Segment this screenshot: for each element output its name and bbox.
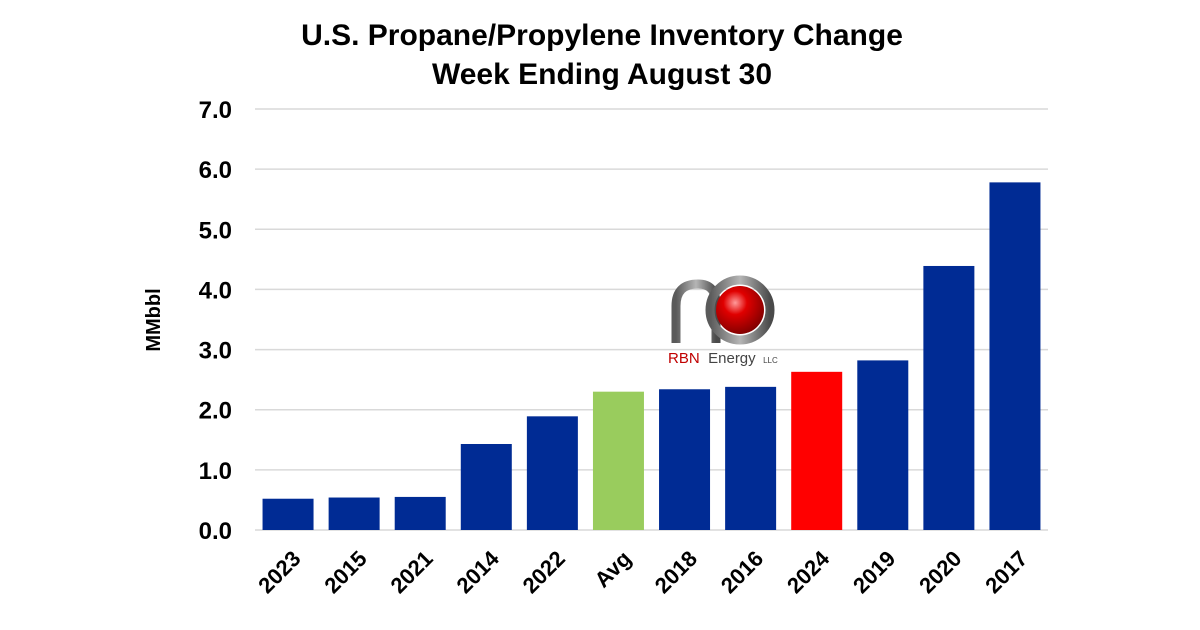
gridlines <box>255 108 1048 531</box>
y-tick-label: 6.0 <box>199 157 232 184</box>
chart-title: U.S. Propane/Propylene Inventory Change <box>301 19 903 52</box>
logo-wordmark: RBN Energy LLC <box>668 350 778 367</box>
y-tick-label: 7.0 <box>199 97 232 124</box>
rbn-energy-logo: RBN Energy LLC <box>668 248 778 367</box>
x-tick-label: 2016 <box>716 546 768 598</box>
logo-text-llc: LLC <box>763 356 778 365</box>
bar-2020 <box>923 265 975 530</box>
bar-2018 <box>659 389 711 530</box>
x-axis-categories: 2023 2015 2021 2014 2022 Avg 2018 2016 2024 2019 2… <box>253 545 1032 598</box>
logo-red-ball <box>716 286 764 334</box>
bar-2016 <box>725 386 777 530</box>
x-tick-label: Avg <box>590 546 636 592</box>
logo-text-rbn: RBN <box>668 350 700 367</box>
y-tick-label: 4.0 <box>199 277 232 304</box>
x-tick-label: 2024 <box>782 545 835 598</box>
y-axis-ticks: 0.0 1.0 2.0 3.0 4.0 5.0 6.0 7.0 <box>199 97 232 545</box>
y-tick-label: 5.0 <box>199 217 232 244</box>
x-tick-label: 2015 <box>319 546 371 598</box>
x-tick-label: 2023 <box>253 546 305 598</box>
logo-text-energy: Energy <box>708 350 756 367</box>
bar-2022 <box>526 416 578 530</box>
x-tick-label: 2018 <box>650 546 702 598</box>
y-tick-label: 2.0 <box>199 398 232 425</box>
bar-avg <box>592 391 644 530</box>
y-tick-label: 3.0 <box>199 338 232 365</box>
bar-2023 <box>262 498 314 530</box>
bars <box>262 182 1041 531</box>
bar-2014 <box>460 443 512 530</box>
x-tick-label: 2019 <box>848 546 900 598</box>
x-tick-label: 2020 <box>914 546 966 598</box>
x-tick-label: 2022 <box>518 546 570 598</box>
bar-2015 <box>328 497 380 530</box>
bar-2021 <box>394 496 446 530</box>
x-tick-label: 2021 <box>385 546 437 598</box>
y-tick-label: 1.0 <box>199 458 232 485</box>
y-axis-title: MMbbl <box>143 288 165 351</box>
bar-2024 <box>791 371 843 530</box>
bar-2017 <box>989 182 1041 531</box>
chart-subtitle: Week Ending August 30 <box>432 58 772 91</box>
bar-2019 <box>857 360 909 530</box>
logo-b-bowl <box>705 275 775 345</box>
y-tick-label: 0.0 <box>199 518 232 545</box>
x-tick-label: 2017 <box>980 546 1032 598</box>
x-tick-label: 2014 <box>452 545 505 598</box>
